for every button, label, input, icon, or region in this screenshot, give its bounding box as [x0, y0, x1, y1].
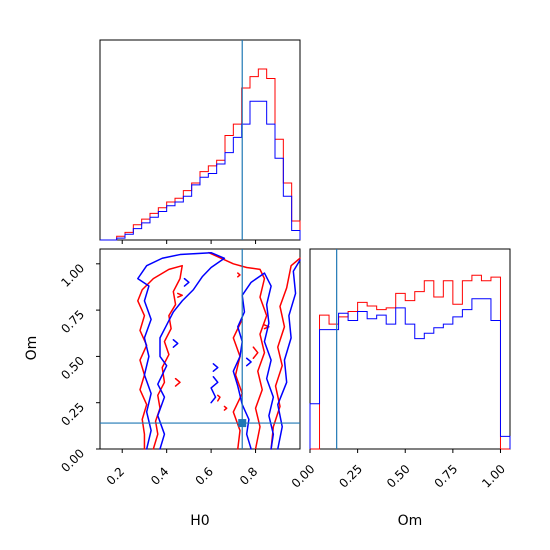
contour-series-2-path-7	[212, 363, 219, 372]
h0-axis-label: H0	[190, 513, 209, 529]
h0-histogram-series-1	[100, 68, 301, 241]
contour-series-1-path-10	[263, 324, 270, 330]
om-histogram-series-2	[309, 298, 511, 449]
om-histogram-series-1	[310, 274, 510, 450]
contour-series-1-path-8	[223, 405, 228, 411]
om-axis-label: Om	[24, 336, 40, 361]
contour-series-2-path-2	[232, 272, 275, 450]
contour-series-1-path-3	[270, 257, 301, 450]
contour-series-2-path-5	[172, 338, 179, 348]
om-histogram-x-axis-label: Om	[398, 513, 423, 529]
contour-frame	[99, 248, 301, 450]
contour-series-2-path-8	[245, 357, 252, 367]
contour-series-1-path-5	[174, 377, 181, 387]
contour-series-1-path-7	[217, 394, 221, 402]
contour-series-2-path-3	[277, 259, 301, 450]
h0-histogram-panel	[99, 39, 301, 244]
h0-histogram-frame	[99, 39, 301, 241]
contour-series-1-path-6	[177, 292, 183, 298]
contour-series-1-path-9	[252, 346, 259, 360]
truth-point-marker	[238, 419, 247, 428]
contour-series-1-path-11	[237, 272, 241, 278]
h0-om-contour-panel: 0.2 0.4 0.6 0.80.000.250.500.751.00	[58, 248, 301, 488]
contour-series-2-path-4	[210, 376, 219, 404]
contour-series-1-path-4	[232, 318, 243, 450]
contour-series-2-path-6	[183, 277, 190, 287]
contour-series-1-path-1	[137, 264, 183, 450]
h0-histogram-series-2	[100, 100, 301, 241]
contour-series-2-path-1	[137, 251, 226, 450]
om-histogram-frame	[309, 248, 511, 450]
contour-series-1-path-2	[208, 251, 268, 450]
